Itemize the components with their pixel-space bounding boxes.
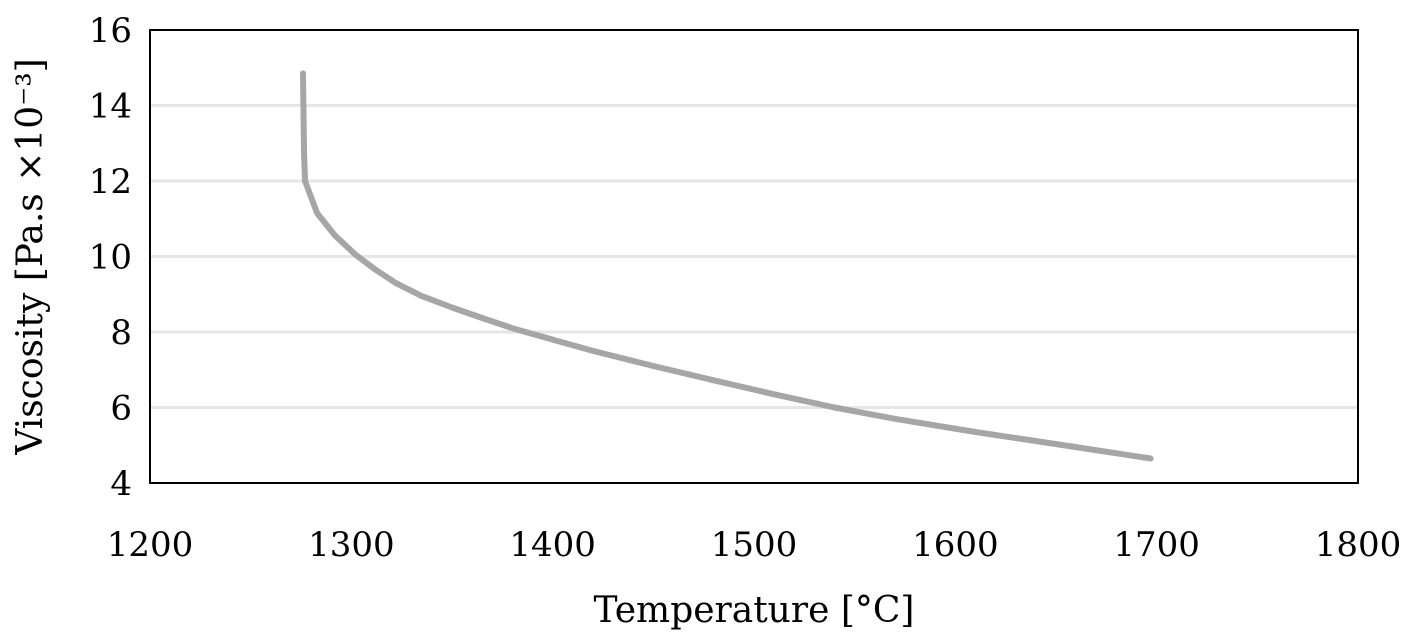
x-tick-label: 1200 bbox=[107, 525, 194, 565]
y-tick-label: 16 bbox=[89, 11, 132, 51]
x-tick-label: 1500 bbox=[711, 525, 798, 565]
y-tick-label: 12 bbox=[89, 162, 132, 202]
x-tick-label: 1300 bbox=[308, 525, 395, 565]
y-tick-label: 14 bbox=[89, 87, 132, 127]
gridlines bbox=[150, 104, 1358, 409]
y-tick-label: 10 bbox=[89, 238, 132, 278]
x-tick-label: 1600 bbox=[912, 525, 999, 565]
x-tick-label: 1800 bbox=[1315, 525, 1402, 565]
series-line-0 bbox=[300, 70, 1154, 462]
y-tick-label: 8 bbox=[110, 313, 132, 353]
y-axis-ticks: 4 6 8 10 12 14 16 bbox=[89, 11, 132, 504]
x-tick-label: 1400 bbox=[509, 525, 596, 565]
y-axis-title: Viscosity [Pa.s ×10⁻³] bbox=[10, 58, 51, 455]
series-group bbox=[300, 70, 1154, 462]
plot-area-border bbox=[149, 29, 1359, 484]
x-axis-ticks: 1200 1300 1400 1500 1600 1700 1800 bbox=[107, 525, 1402, 565]
y-tick-label: 4 bbox=[110, 464, 132, 504]
x-axis-title: Temperature [°C] bbox=[594, 590, 915, 631]
x-tick-label: 1700 bbox=[1113, 525, 1200, 565]
y-tick-label: 6 bbox=[110, 389, 132, 429]
